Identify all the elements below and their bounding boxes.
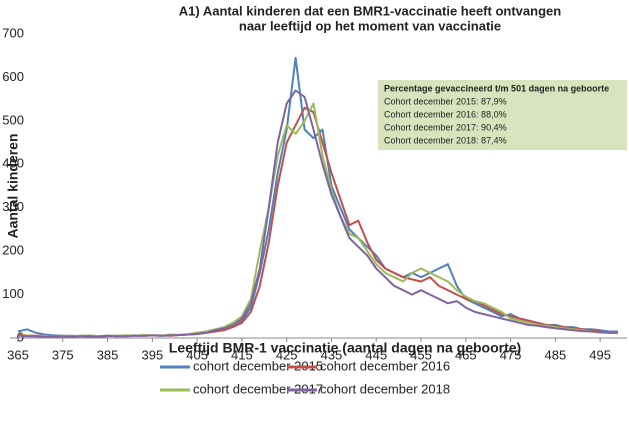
y-tick-label: 0 (17, 329, 24, 344)
x-tick-label: 405 (186, 347, 208, 362)
annotation-line: Cohort december 2015: 87,9% (384, 96, 507, 106)
legend-label: cohort december 2015 (193, 358, 323, 373)
x-tick-label: 485 (545, 347, 567, 362)
x-tick-label: 425 (276, 347, 298, 362)
x-tick-label: 385 (97, 347, 119, 362)
x-tick-label: 455 (410, 347, 432, 362)
x-tick-label: 495 (589, 347, 611, 362)
annotation-box (378, 80, 627, 150)
y-tick-label: 400 (2, 156, 24, 171)
x-tick-label: 435 (321, 347, 343, 362)
y-tick-label: 200 (2, 243, 24, 258)
series-line (17, 89, 618, 338)
x-tick-label: 475 (500, 347, 522, 362)
y-tick-label: 600 (2, 69, 24, 84)
x-tick-label: 375 (52, 347, 74, 362)
x-tick-label: 445 (365, 347, 387, 362)
y-axis-title: Aantal kinderen (5, 133, 21, 238)
legend-label: cohort december 2018 (320, 381, 450, 396)
chart-title: A1) Aantal kinderen dat een BMR1-vaccina… (179, 3, 561, 18)
x-tick-label: 365 (7, 347, 29, 362)
annotation-line: Cohort december 2018: 87,4% (384, 135, 507, 145)
annotation-line: Cohort december 2016: 88,0% (384, 109, 507, 119)
chart-subtitle: naar leeftijd op het moment van vaccinat… (239, 18, 501, 33)
legend-label: cohort december 2017 (193, 381, 323, 396)
y-tick-label: 300 (2, 199, 24, 214)
legend-label: cohort december 2016 (320, 358, 450, 373)
annotation-line: Cohort december 2017: 90,4% (384, 122, 507, 132)
x-axis-title: Leeftijd BMR-1 vaccinatie (aantal dagen … (169, 340, 521, 356)
y-tick-label: 100 (2, 286, 24, 301)
y-tick-label: 700 (2, 25, 24, 40)
x-tick-label: 395 (141, 347, 163, 362)
annotation-title: Percentage gevaccineerd t/m 501 dagen na… (384, 83, 609, 93)
y-tick-label: 500 (2, 112, 24, 127)
x-tick-label: 415 (231, 347, 253, 362)
x-tick-label: 465 (455, 347, 477, 362)
